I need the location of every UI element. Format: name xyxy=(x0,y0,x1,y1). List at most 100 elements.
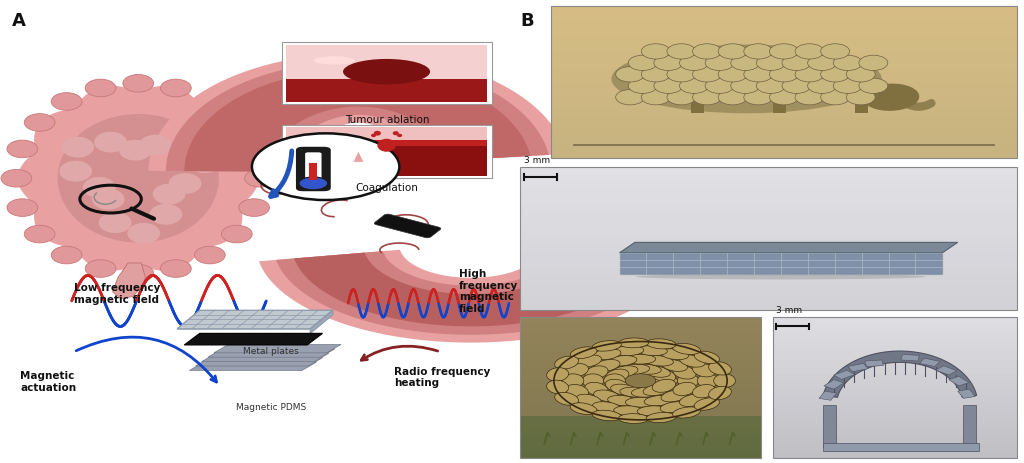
Ellipse shape xyxy=(795,89,824,105)
Ellipse shape xyxy=(173,132,206,153)
Bar xyxy=(520,224,1017,231)
Ellipse shape xyxy=(592,341,622,351)
Ellipse shape xyxy=(692,384,716,398)
Bar xyxy=(773,324,1017,332)
Ellipse shape xyxy=(570,403,597,414)
Bar xyxy=(551,11,1017,16)
Ellipse shape xyxy=(7,199,38,216)
Ellipse shape xyxy=(397,134,402,137)
Bar xyxy=(824,380,844,389)
Ellipse shape xyxy=(57,114,219,243)
Bar xyxy=(286,139,487,146)
Ellipse shape xyxy=(604,374,626,388)
Bar xyxy=(773,381,1017,388)
Bar xyxy=(823,443,979,451)
Bar xyxy=(520,303,1017,310)
Ellipse shape xyxy=(547,380,568,394)
Ellipse shape xyxy=(139,135,172,156)
Ellipse shape xyxy=(61,137,94,157)
Polygon shape xyxy=(620,253,942,274)
Ellipse shape xyxy=(731,55,760,70)
Bar xyxy=(773,451,1017,458)
Bar xyxy=(551,87,1017,92)
Ellipse shape xyxy=(692,67,722,82)
Bar xyxy=(520,444,761,451)
Ellipse shape xyxy=(706,78,734,94)
Ellipse shape xyxy=(25,225,55,243)
Circle shape xyxy=(299,177,328,190)
Bar xyxy=(520,181,1017,188)
Ellipse shape xyxy=(605,369,629,382)
Ellipse shape xyxy=(680,394,706,407)
Bar xyxy=(901,354,920,361)
Ellipse shape xyxy=(743,44,773,59)
Bar xyxy=(551,51,1017,56)
Text: Magnetic PDMS: Magnetic PDMS xyxy=(237,403,306,412)
Ellipse shape xyxy=(565,363,589,377)
Bar xyxy=(551,6,1017,11)
Bar xyxy=(520,332,761,338)
Text: A: A xyxy=(12,12,27,30)
Ellipse shape xyxy=(51,246,82,264)
Ellipse shape xyxy=(820,67,850,82)
Bar xyxy=(551,138,1017,143)
Ellipse shape xyxy=(859,78,888,94)
Bar xyxy=(551,67,1017,72)
Bar xyxy=(773,395,1017,402)
Bar xyxy=(773,317,1017,458)
Bar xyxy=(551,62,1017,67)
Bar xyxy=(282,125,492,178)
Ellipse shape xyxy=(555,356,579,369)
Bar xyxy=(520,437,761,444)
Bar xyxy=(551,82,1017,87)
Ellipse shape xyxy=(637,346,668,356)
Bar xyxy=(520,267,1017,274)
Ellipse shape xyxy=(718,67,748,82)
Ellipse shape xyxy=(644,356,674,366)
Bar xyxy=(551,72,1017,77)
Ellipse shape xyxy=(245,169,275,187)
Ellipse shape xyxy=(547,368,568,381)
Bar xyxy=(520,402,761,409)
Bar xyxy=(551,118,1017,123)
Ellipse shape xyxy=(644,395,674,406)
Ellipse shape xyxy=(592,410,622,421)
Polygon shape xyxy=(214,344,341,353)
Ellipse shape xyxy=(94,132,127,153)
Text: Coagulation: Coagulation xyxy=(355,183,419,193)
Bar xyxy=(773,374,1017,381)
Ellipse shape xyxy=(834,78,862,94)
Bar xyxy=(520,359,761,367)
Bar xyxy=(551,41,1017,46)
Bar xyxy=(551,26,1017,31)
Bar xyxy=(773,338,1017,345)
Bar xyxy=(551,46,1017,51)
Text: 3 mm: 3 mm xyxy=(776,306,803,315)
Bar xyxy=(773,423,1017,430)
Bar xyxy=(520,338,761,345)
Ellipse shape xyxy=(694,351,720,363)
Polygon shape xyxy=(294,253,641,326)
Bar xyxy=(520,430,761,437)
Ellipse shape xyxy=(846,89,876,105)
Ellipse shape xyxy=(123,75,154,92)
Bar xyxy=(551,153,1017,158)
Ellipse shape xyxy=(85,260,116,277)
Circle shape xyxy=(554,342,727,420)
Ellipse shape xyxy=(667,67,696,82)
Bar xyxy=(551,6,1017,158)
Ellipse shape xyxy=(393,131,399,135)
Ellipse shape xyxy=(660,402,688,413)
Ellipse shape xyxy=(673,407,700,418)
Ellipse shape xyxy=(795,67,824,82)
Bar xyxy=(520,260,1017,267)
Ellipse shape xyxy=(697,374,719,388)
Ellipse shape xyxy=(859,55,888,70)
Ellipse shape xyxy=(629,78,657,94)
Bar xyxy=(773,388,1017,395)
Ellipse shape xyxy=(718,44,748,59)
Bar xyxy=(520,203,1017,210)
Ellipse shape xyxy=(706,55,734,70)
Ellipse shape xyxy=(757,55,785,70)
Bar xyxy=(520,381,761,388)
